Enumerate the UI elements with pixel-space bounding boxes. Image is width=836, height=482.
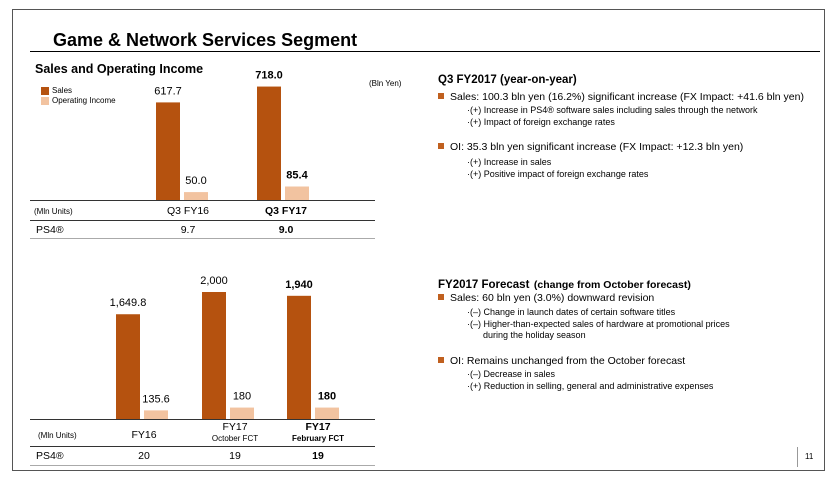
units-label-top: (Mln Units) xyxy=(34,207,73,216)
bullet-square xyxy=(438,93,444,99)
bar-sales-0 xyxy=(156,102,180,200)
bar-oi-0 xyxy=(144,410,168,419)
q3-sales-bullet: Sales: 100.3 bln yen (16.2%) significant… xyxy=(438,91,804,103)
ps4-fy16: 20 xyxy=(138,450,150,462)
q3-oi-bullet: OI: 35.3 bln yen significant increase (F… xyxy=(438,141,743,153)
period-sublabel-fy17-oct: October FCT xyxy=(211,434,259,443)
bullet-square xyxy=(438,143,444,149)
bar-oi-1 xyxy=(285,186,309,200)
legend-oi-label: Operating Income xyxy=(52,96,116,105)
bar-sales-1 xyxy=(257,86,281,200)
q3-heading: Q3 FY2017 (year-on-year) xyxy=(438,74,577,86)
legend-sales-label: Sales xyxy=(52,86,73,95)
bullet-square xyxy=(438,357,444,363)
data-label-sales-0: 617.7 xyxy=(154,85,182,97)
ps4-q3fy16: 9.7 xyxy=(180,224,196,236)
ps4-row-label-top: PS4® xyxy=(36,224,64,236)
table-rule-bottom-2 xyxy=(30,465,375,466)
forecast-sales-sub-3: during the holiday season xyxy=(483,330,586,340)
forecast-heading-suffix: (change from October forecast) xyxy=(533,279,691,291)
q3-oi-sub-1: ·(+) Increase in sales xyxy=(467,157,552,167)
slide-title: Game & Network Services Segment xyxy=(53,30,358,50)
forecast-sales-sub-2: ·(–) Higher-than-expected sales of hardw… xyxy=(467,319,730,329)
forecast-oi-sub-2: ·(+) Reduction in selling, general and a… xyxy=(467,381,714,391)
sales-oi-heading: Sales and Operating Income xyxy=(35,62,204,76)
unit-label: (Bln Yen) xyxy=(369,79,402,88)
q3-sales-text: Sales: 100.3 bln yen (16.2%) significant… xyxy=(450,91,804,103)
data-label-sales-0: 1,649.8 xyxy=(110,297,147,309)
period-label-q3fy16: Q3 FY16 xyxy=(166,205,210,217)
legend-oi-swatch xyxy=(41,97,49,105)
legend-sales-swatch xyxy=(41,87,49,95)
page-number: 11 xyxy=(805,452,814,461)
period-label-fy17-oct: FY17 xyxy=(222,421,248,433)
title-rule xyxy=(30,51,820,52)
q3-sales-sub-2: ·(+) Impact of foreign exchange rates xyxy=(467,117,615,127)
period-label-fy16: FY16 xyxy=(131,429,157,441)
ps4-q3fy17: 9.0 xyxy=(278,224,294,236)
axis-baseline-top xyxy=(30,200,375,201)
data-label-sales-1: 718.0 xyxy=(255,70,283,82)
forecast-heading: FY2017 Forecast (change from October for… xyxy=(438,275,691,293)
q3-sales-sub-1: ·(+) Increase in PS4® software sales inc… xyxy=(467,105,758,115)
bar-sales-2 xyxy=(287,295,311,419)
bar-sales-1 xyxy=(202,292,226,419)
q3-oi-sub-2: ·(+) Positive impact of foreign exchange… xyxy=(467,169,649,179)
data-label-oi-0: 50.0 xyxy=(185,175,206,187)
data-label-oi-1: 180 xyxy=(233,391,251,403)
q3-oi-text: OI: 35.3 bln yen significant increase (F… xyxy=(450,141,744,153)
forecast-sales-text: Sales: 60 bln yen (3.0%) downward revisi… xyxy=(450,292,655,304)
forecast-oi-sub-1: ·(–) Decrease in sales xyxy=(467,369,556,379)
forecast-sales-bullet: Sales: 60 bln yen (3.0%) downward revisi… xyxy=(438,292,654,304)
slide-frame xyxy=(12,9,825,471)
forecast-heading-main: FY2017 Forecast xyxy=(438,279,530,291)
units-label-bottom: (Mln Units) xyxy=(38,431,77,440)
data-label-oi-1: 85.4 xyxy=(286,170,308,182)
data-label-sales-1: 2,000 xyxy=(200,275,228,287)
ps4-fy17-oct: 19 xyxy=(229,450,241,462)
forecast-oi-bullet: OI: Remains unchanged from the October f… xyxy=(438,355,685,367)
axis-baseline-bottom xyxy=(30,419,375,420)
period-sublabel-fy17-feb: February FCT xyxy=(291,434,344,443)
period-label-fy17-feb: FY17 xyxy=(305,421,331,433)
bar-sales-0 xyxy=(116,314,140,419)
bullet-square xyxy=(438,294,444,300)
bar-oi-2 xyxy=(315,407,339,419)
table-rule-top-1 xyxy=(30,220,375,221)
bar-oi-0 xyxy=(184,192,208,200)
ps4-fy17-feb: 19 xyxy=(312,450,324,462)
data-label-oi-0: 135.6 xyxy=(142,393,170,405)
table-rule-top-2 xyxy=(30,238,375,239)
bar-oi-1 xyxy=(230,407,254,419)
data-label-sales-2: 1,940 xyxy=(285,279,313,291)
period-label-q3fy17: Q3 FY17 xyxy=(264,205,308,217)
ps4-row-label-bottom: PS4® xyxy=(36,450,64,462)
forecast-sales-sub-1: ·(–) Change in launch dates of certain s… xyxy=(467,307,676,317)
data-label-oi-2: 180 xyxy=(318,391,336,403)
table-rule-bottom-1 xyxy=(30,446,375,447)
page-number-divider xyxy=(797,447,798,467)
forecast-oi-text: OI: Remains unchanged from the October f… xyxy=(450,355,686,367)
